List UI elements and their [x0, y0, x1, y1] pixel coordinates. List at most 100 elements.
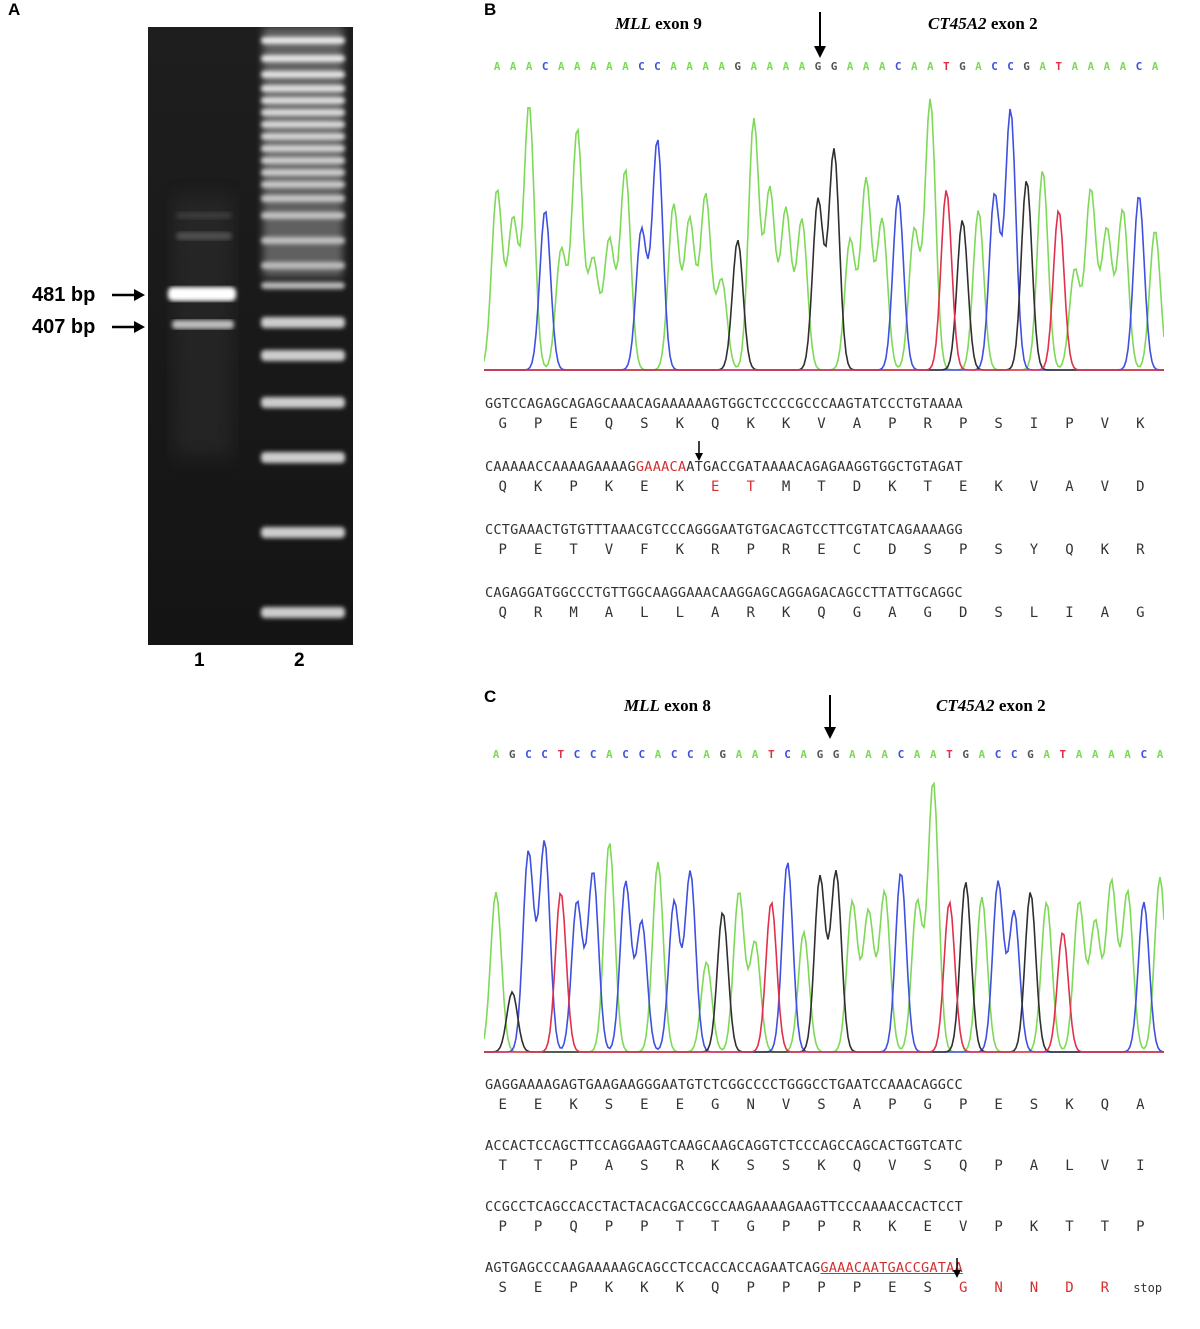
base-call: A — [686, 60, 693, 73]
lane-2-label: 2 — [294, 650, 305, 671]
base-call: A — [1091, 748, 1099, 761]
base-call: A — [670, 60, 677, 73]
base-call: A — [525, 60, 533, 73]
amino-acid: Q — [711, 416, 720, 432]
ladder-band — [261, 55, 345, 62]
amino-acid: S — [604, 1097, 614, 1113]
amino-acid: E — [640, 479, 649, 495]
amino-acid: N — [1029, 1280, 1039, 1296]
amino-acid: Q — [817, 605, 826, 621]
amino-acid: Y — [1029, 542, 1039, 558]
amino-acid: E — [498, 1097, 507, 1113]
amino-acid: P — [498, 542, 507, 558]
panel-b-sequence-arrow-icon — [695, 441, 703, 461]
ladder-band — [261, 37, 345, 44]
band-arrow-407-icon — [112, 321, 145, 333]
dna-sequence-line: GAGGAAAAGAGTGAAGAAGGGAATGTCTCGGCCCCTGGGC… — [485, 1077, 963, 1093]
amino-acid: R — [533, 605, 543, 621]
amino-acid: D — [852, 479, 862, 495]
base-call: C — [525, 748, 532, 761]
base-call: C — [670, 748, 678, 761]
amino-acid: Q — [711, 1280, 720, 1296]
amino-acid: P — [746, 542, 755, 558]
panel-b-chromatogram — [484, 98, 1164, 371]
amino-acid: L — [1065, 1158, 1074, 1174]
amino-acid: A — [1065, 479, 1074, 495]
base-call: G — [1027, 748, 1034, 761]
amino-acid: P — [994, 1219, 1003, 1235]
amino-acid: K — [994, 479, 1003, 495]
base-call: C — [1007, 60, 1014, 73]
ladder-band — [261, 237, 345, 244]
base-call: A — [654, 748, 662, 761]
ladder-band — [261, 212, 345, 219]
base-call: G — [959, 60, 966, 73]
base-call: G — [832, 748, 840, 761]
amino-acid: E — [817, 542, 826, 558]
amino-acid: A — [1100, 605, 1110, 621]
dna-segment: ATGACCGATAAAACAGAGAAGGTGGCTGTAGAT — [686, 459, 963, 475]
ladder-band — [261, 181, 345, 188]
amino-acid: A — [888, 605, 897, 621]
base-call: A — [927, 60, 934, 73]
amino-acid: K — [533, 479, 543, 495]
base-call: A — [1039, 60, 1046, 73]
amino-acid: P — [817, 1219, 826, 1235]
amino-acid: C — [852, 542, 862, 558]
amino-acid: G — [746, 1219, 755, 1235]
amino-acid: K — [888, 1219, 897, 1235]
amino-acid: A — [852, 416, 862, 432]
amino-acid: V — [604, 542, 614, 558]
gene-name: MLL — [624, 696, 660, 715]
amino-acid: G — [852, 605, 862, 621]
base-call: A — [1071, 60, 1079, 73]
amino-acid: Q — [958, 1158, 968, 1174]
panel-c-chromatogram — [484, 781, 1164, 1053]
amino-acid: P — [533, 416, 543, 432]
amino-acid: M — [781, 479, 791, 495]
panel-c-right-exon-label: CT45A2 exon 2 — [936, 696, 1046, 716]
amino-acid: S — [640, 1158, 649, 1174]
panel-a-letter: A — [8, 0, 21, 19]
amino-acid: S — [923, 542, 932, 558]
amino-acid: P — [781, 1219, 791, 1235]
amino-acid: S — [640, 416, 649, 432]
amino-acid: V — [1100, 416, 1110, 432]
base-call: A — [606, 60, 613, 73]
panel-c-junction-arrow-icon — [824, 695, 836, 739]
amino-acid: P — [746, 1280, 755, 1296]
base-call: A — [975, 60, 982, 73]
band-label-407: 407 bp — [32, 316, 96, 338]
trace-T — [484, 891, 1164, 1053]
amino-acid: P — [958, 542, 968, 558]
amino-acid: N — [746, 1097, 755, 1113]
base-call: A — [493, 60, 501, 73]
amino-acid: I — [1136, 1158, 1145, 1174]
base-call: T — [768, 748, 775, 761]
amino-acid: D — [1136, 479, 1145, 495]
ladder-band — [261, 97, 345, 104]
amino-acid: K — [781, 605, 791, 621]
amino-acid: S — [781, 1158, 791, 1174]
ladder-band — [261, 282, 345, 289]
amino-acid: V — [817, 416, 826, 432]
band-label-481: 481 bp — [32, 284, 96, 306]
base-call: C — [638, 748, 646, 761]
amino-acid: R — [675, 1158, 685, 1174]
ladder-band — [261, 133, 345, 140]
amino-acid: P — [498, 1219, 507, 1235]
amino-acid: D — [958, 605, 968, 621]
gene-name: CT45A2 — [928, 14, 987, 33]
amino-acid: Q — [852, 1158, 862, 1174]
base-call: A — [702, 60, 709, 73]
amino-acid: P — [1065, 416, 1074, 432]
base-call: T — [1059, 748, 1067, 761]
amino-acid: Q — [1100, 1097, 1110, 1113]
base-call: T — [943, 60, 950, 73]
amino-acid: V — [1100, 479, 1110, 495]
base-call: A — [589, 60, 597, 73]
amino-acid: T — [569, 542, 578, 558]
ladder-band — [261, 350, 345, 361]
stop-label: stop — [1133, 1281, 1163, 1295]
amino-acid: Q — [1065, 542, 1074, 558]
